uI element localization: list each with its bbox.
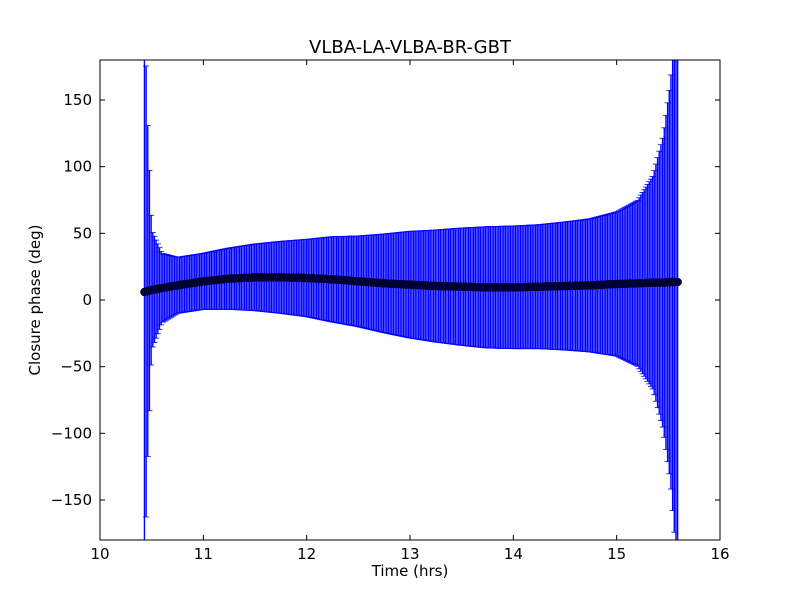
- x-tick-label: 13: [400, 545, 419, 563]
- y-tick-label: 150: [63, 91, 92, 109]
- x-axis-label: Time (hrs): [371, 562, 449, 580]
- y-tick-label: −100: [51, 424, 92, 442]
- y-axis-ticks: −150 −100 −50 0 50 100 150: [51, 91, 720, 509]
- data-point: [673, 277, 682, 287]
- x-tick-label: 16: [710, 545, 729, 563]
- y-tick-label: 0: [82, 291, 92, 309]
- y-tick-label: 100: [63, 158, 92, 176]
- x-tick-label: 14: [504, 545, 523, 563]
- x-tick-label: 11: [194, 545, 213, 563]
- x-tick-label: 12: [297, 545, 316, 563]
- data-points: [140, 273, 682, 297]
- chart-title: VLBA-LA-VLBA-BR-GBT: [309, 37, 512, 58]
- y-tick-label: 50: [73, 224, 92, 242]
- y-tick-label: −150: [51, 491, 92, 509]
- y-tick-label: −50: [60, 358, 92, 376]
- x-tick-label: 10: [90, 545, 109, 563]
- x-tick-label: 15: [607, 545, 626, 563]
- y-axis-label: Closure phase (deg): [26, 225, 44, 376]
- x-axis-ticks: 10 11 12 13 14 15 16: [90, 60, 730, 563]
